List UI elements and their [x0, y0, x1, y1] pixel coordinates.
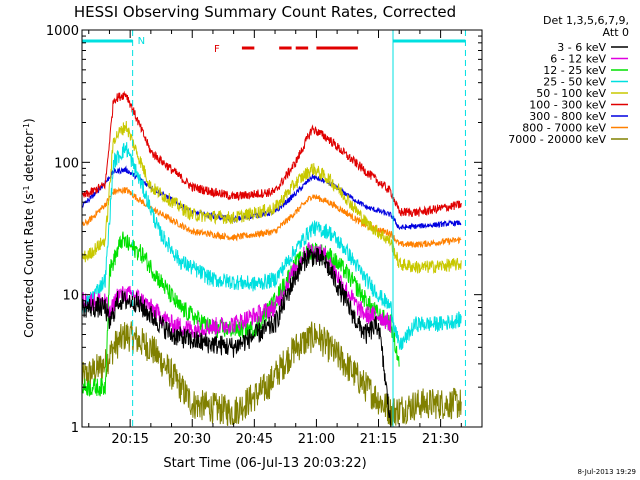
flare-label: F — [214, 44, 220, 55]
series-line-4 — [81, 142, 462, 350]
timestamp: 8-Jul-2013 19:29 — [577, 468, 636, 476]
series-line-6 — [81, 90, 462, 218]
legend-label-9: 7000 - 20000 keV — [508, 133, 606, 146]
night-label: N — [138, 36, 145, 47]
y-axis-label: Corrected Count Rate (s-1 detector-1) — [22, 118, 37, 337]
legend-label-8: 800 - 7000 keV — [522, 122, 606, 135]
y-tick-label: 1000 — [46, 24, 79, 39]
series-line-5 — [81, 120, 462, 274]
legend-label-2: 6 - 12 keV — [550, 53, 606, 66]
series-layer — [81, 90, 462, 428]
annotation-layer: NF — [82, 30, 466, 427]
plot-area — [81, 29, 483, 428]
series-line-3 — [81, 231, 400, 398]
legend-label-6: 100 - 300 keV — [529, 99, 606, 112]
legend-label-3: 12 - 25 keV — [543, 64, 606, 77]
legend-header-line-2: Att 0 — [603, 26, 629, 39]
chart-title: HESSI Observing Summary Count Rates, Cor… — [74, 3, 456, 21]
y-tick-label: 100 — [54, 156, 79, 171]
x-tick-label: 20:15 — [111, 432, 148, 447]
axis-layer: 1 10 100 1000 20:15 20:30 20:45 21:00 21:15 21:30 — [46, 24, 482, 447]
series-line-1 — [81, 247, 392, 428]
x-tick-label: 20:45 — [236, 432, 273, 447]
y-tick-label: 10 — [62, 289, 79, 304]
x-tick-label: 21:15 — [360, 432, 397, 447]
legend-label-1: 3 - 6 keV — [557, 41, 606, 54]
series-line-9 — [81, 321, 462, 428]
x-tick-label: 21:00 — [298, 432, 335, 447]
y-tick-label: 1 — [71, 421, 79, 436]
legend-label-5: 50 - 100 keV — [536, 87, 606, 100]
x-axis-label: Start Time (06-Jul-13 20:03:22) — [163, 456, 366, 471]
x-tick-label: 20:30 — [174, 432, 211, 447]
x-tick-label: 21:30 — [422, 432, 459, 447]
legend-label-4: 25 - 50 keV — [543, 76, 606, 89]
legend-label-7: 300 - 800 keV — [529, 110, 606, 123]
series-line-8 — [81, 186, 462, 249]
legend-header-line-1: Det 1,3,5,6,7,9, — [543, 14, 629, 27]
